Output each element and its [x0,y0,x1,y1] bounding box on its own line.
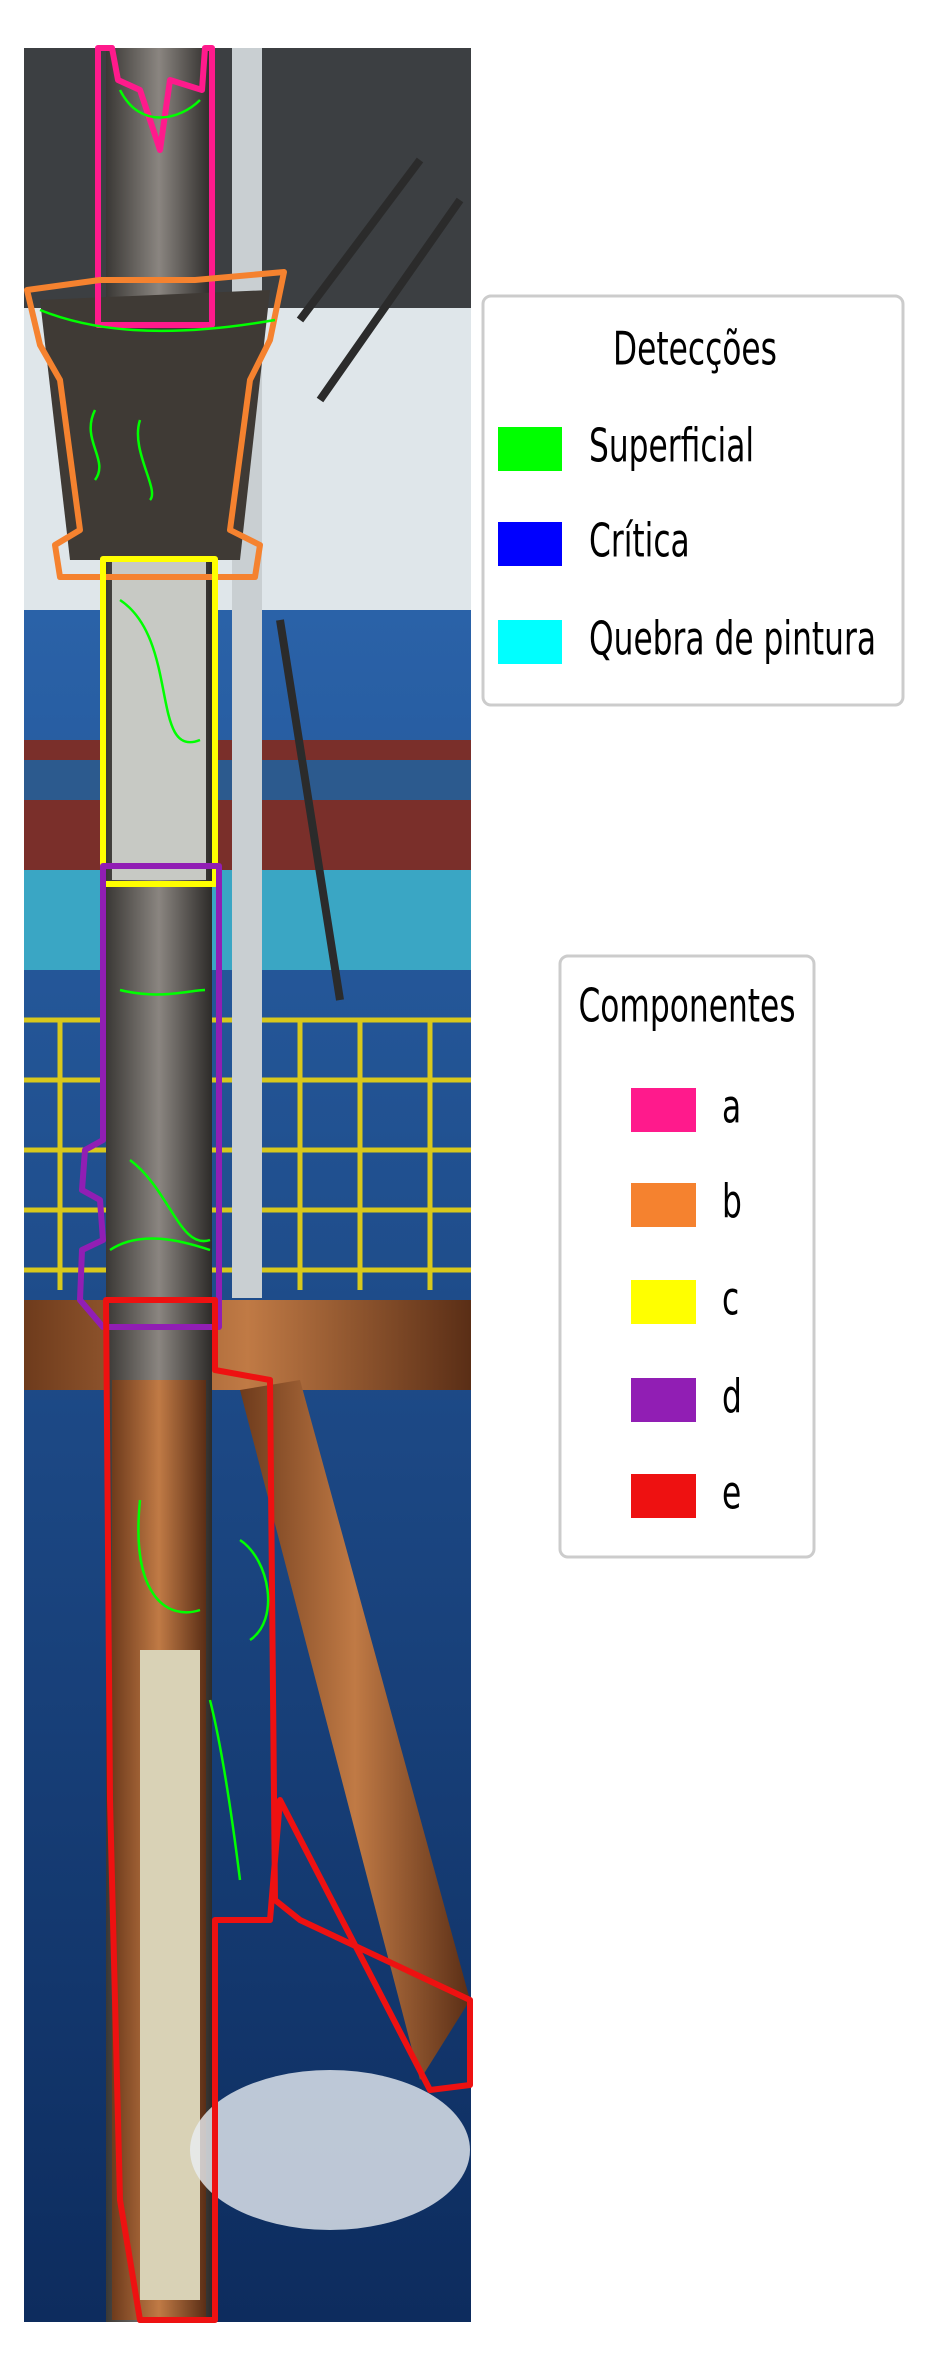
legend-swatch [631,1378,696,1422]
outline-c [100,556,218,887]
legend-label: d [722,1370,742,1424]
legend-label: c [722,1272,739,1326]
legend-detections: Detecções Superficial Crítica Quebra de pin… [481,294,905,707]
legend-label: b [722,1175,742,1229]
legend-swatch [631,1088,696,1132]
outline-b [24,269,287,580]
legend-title: Detecções [613,322,777,376]
legend-swatch [631,1474,696,1518]
legend-swatch [498,522,562,566]
legend-frame [558,954,816,1559]
component-outlines [24,45,473,2323]
legend-label: Quebra de pintura [589,612,876,666]
outline-a [95,45,215,328]
detection-superficial [39,89,276,1881]
legend-label: Crítica [589,514,690,568]
legend-label: e [722,1466,741,1520]
legend-label: Superficial [589,419,754,473]
legend-frame [481,294,905,707]
legend-swatch [498,427,562,471]
photo [24,48,471,2322]
outline-d [77,863,222,1330]
legend-swatch [631,1280,696,1324]
outline-e [103,1297,473,2323]
legend-swatch [631,1183,696,1227]
legend-label: a [722,1080,741,1134]
legend-title: Componentes [578,979,795,1033]
detection-outlines [39,89,276,1881]
legend-swatch [498,620,562,664]
